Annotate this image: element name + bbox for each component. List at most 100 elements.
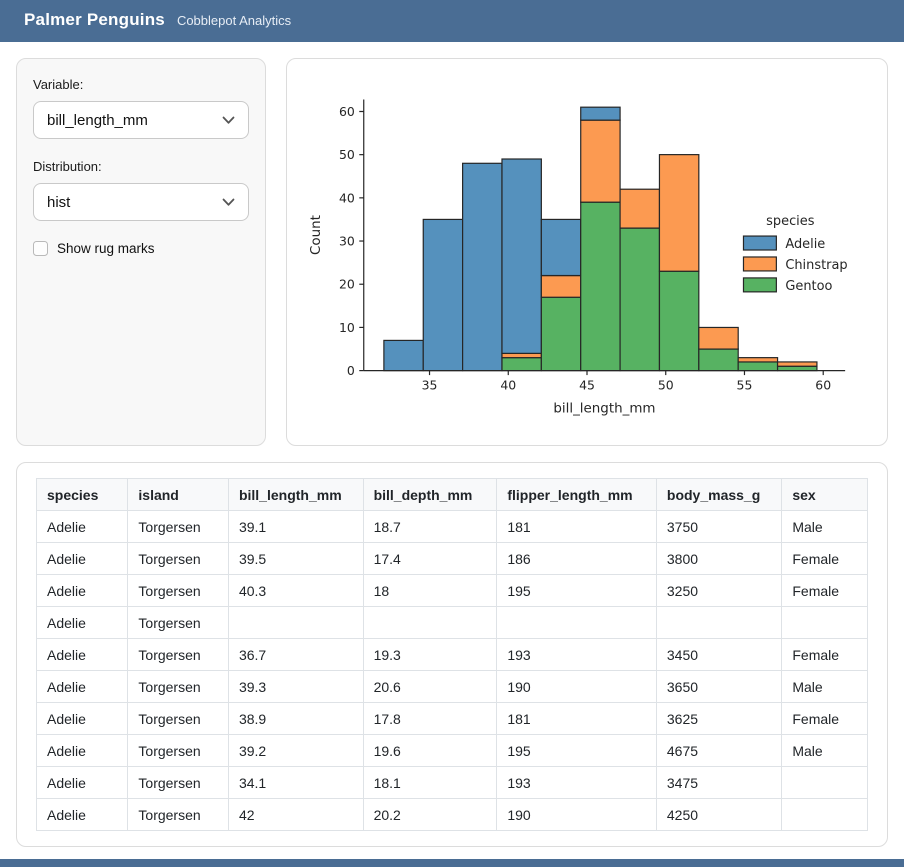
table-cell: Torgersen [127, 606, 229, 639]
variable-label: Variable: [33, 77, 84, 92]
table-cell: Adelie [35, 638, 129, 671]
table-cell: 20.6 [362, 670, 498, 703]
hist-bar-chinstrap [737, 357, 779, 363]
table-cell [496, 606, 657, 639]
table-cell: 193 [496, 638, 657, 671]
table-cell: 4675 [655, 734, 783, 767]
column-header-bill_depth_mm: bill_depth_mm [362, 478, 498, 511]
app-footer [0, 859, 904, 867]
table-cell: Adelie [35, 574, 129, 607]
rug-marks-checkbox[interactable] [33, 241, 48, 256]
table-cell: 18.7 [362, 510, 498, 543]
hist-bar-gentoo [776, 365, 818, 372]
hist-bar-gentoo [580, 201, 621, 372]
table-cell: 3750 [655, 510, 783, 543]
column-header-species: species [35, 478, 129, 511]
y-tick-label: 40 [339, 190, 355, 205]
table-cell: 190 [496, 670, 657, 703]
table-cell: Male [781, 670, 868, 703]
hist-bar-gentoo [619, 227, 661, 372]
table-cell [227, 606, 364, 639]
hist-bar-adelie [383, 339, 424, 372]
table-row: Adelie Torgersen 42 20.2 190 4250 [35, 798, 868, 831]
table-cell: Adelie [35, 510, 129, 543]
hist-bar-gentoo [540, 296, 582, 372]
hist-bar-chinstrap [501, 352, 542, 359]
app-subtitle: Cobblepot Analytics [176, 13, 292, 28]
chevron-down-icon [222, 198, 235, 207]
y-axis-label: Count [309, 215, 324, 255]
table-row: Adelie Torgersen 36.7 19.3 193 3450 Female [35, 638, 868, 671]
variable-select-value: bill_length_mm [47, 111, 148, 129]
hist-bar-chinstrap [619, 188, 661, 229]
hist-bar-gentoo [698, 348, 739, 372]
table-cell: 3625 [655, 702, 783, 735]
table-cell: Adelie [35, 734, 129, 767]
table-cell: Adelie [35, 766, 129, 799]
table-row: Adelie Torgersen [35, 606, 868, 639]
column-header-body_mass_g: body_mass_g [655, 478, 783, 511]
rug-marks-row: Show rug marks [33, 241, 249, 256]
table-cell: 18.1 [362, 766, 498, 799]
distribution-select[interactable]: hist [33, 183, 249, 221]
distribution-chart: 35 40 45 50 55 60 0 10 20 30 40 50 60 bill_length_mm C… [309, 99, 848, 416]
table-cell: Female [781, 702, 868, 735]
table-cell: 42 [227, 798, 364, 831]
hist-bar-chinstrap [540, 275, 582, 298]
x-tick-label: 35 [422, 378, 438, 393]
table-row: Adelie Torgersen 34.1 18.1 193 3475 [35, 766, 868, 799]
x-tick-label: 45 [579, 378, 595, 393]
table-cell: 38.9 [227, 702, 364, 735]
table-cell: 20.2 [362, 798, 498, 831]
variable-select[interactable]: bill_length_mm [33, 101, 249, 139]
table-row: Adelie Torgersen 39.3 20.6 190 3650 Male [35, 670, 868, 703]
column-header-sex: sex [781, 478, 868, 511]
hist-bar-chinstrap [698, 326, 739, 350]
table-cell: 39.2 [227, 734, 364, 767]
hist-bar-chinstrap [580, 119, 621, 203]
table-cell: Adelie [35, 606, 129, 639]
table-cell: 3475 [655, 766, 783, 799]
hist-bar-adelie [422, 218, 464, 372]
hist-bar-adelie [540, 218, 582, 277]
table-cell: 3250 [655, 574, 783, 607]
table-cell: 181 [496, 702, 657, 735]
y-tick-label: 50 [339, 147, 355, 162]
distribution-select-value: hist [47, 193, 71, 211]
main-row: Variable: bill_length_mm Distribution: h… [16, 58, 888, 446]
legend-swatch-chinstrap [742, 256, 777, 272]
hist-bar-chinstrap [658, 154, 700, 272]
app-title: Palmer Penguins [24, 10, 165, 29]
table-cell: Adelie [35, 702, 129, 735]
y-tick-label: 60 [339, 104, 355, 119]
data-table-card: species island bill_length_mm bill_depth_mm… [16, 462, 888, 847]
table-cell: Torgersen [127, 638, 229, 671]
column-header-island: island [127, 478, 229, 511]
table-cell: 181 [496, 510, 657, 543]
table-row: Adelie Torgersen 40.3 18 195 3250 Female [35, 574, 868, 607]
table-cell: 4250 [655, 798, 783, 831]
table-cell: 193 [496, 766, 657, 799]
legend-label-adelie: Adelie [785, 237, 825, 252]
table-cell: Male [781, 510, 868, 543]
table-cell: 195 [496, 574, 657, 607]
hist-bar-gentoo [501, 357, 542, 372]
rug-marks-label: Show rug marks [57, 241, 155, 256]
table-cell: Adelie [35, 798, 129, 831]
table-cell: Torgersen [127, 702, 229, 735]
table-cell: 3450 [655, 638, 783, 671]
x-tick-label: 60 [815, 378, 831, 393]
table-cell: Female [781, 574, 868, 607]
table-cell: 3800 [655, 542, 783, 575]
table-cell: Female [781, 542, 868, 575]
table-cell: 3650 [655, 670, 783, 703]
table-cell: 186 [496, 542, 657, 575]
table-cell: 17.4 [362, 542, 498, 575]
chart-card: 35 40 45 50 55 60 0 10 20 30 40 50 60 bill_length_mm C… [286, 58, 888, 446]
x-tick-label: 50 [658, 378, 674, 393]
table-cell: Torgersen [127, 542, 229, 575]
hist-bar-adelie [501, 158, 542, 354]
x-tick-label: 40 [500, 378, 516, 393]
hist-bar-chinstrap [776, 361, 818, 367]
column-header-bill_length_mm: bill_length_mm [227, 478, 364, 511]
